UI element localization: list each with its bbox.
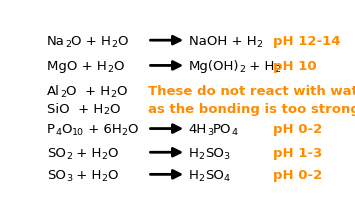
- Text: 2: 2: [256, 39, 262, 48]
- Text: O  + H: O + H: [66, 85, 110, 98]
- Text: 4H: 4H: [189, 122, 207, 135]
- Text: SO: SO: [47, 146, 66, 159]
- Text: + H: + H: [245, 60, 275, 73]
- Text: SO: SO: [205, 146, 224, 159]
- Text: Na: Na: [47, 34, 65, 48]
- Text: H: H: [189, 168, 199, 181]
- Text: O: O: [117, 34, 127, 48]
- Text: 2: 2: [275, 64, 281, 73]
- Text: 4: 4: [232, 127, 238, 136]
- Text: O: O: [116, 85, 127, 98]
- Text: O: O: [61, 122, 72, 135]
- Text: O: O: [107, 146, 118, 159]
- Text: pH 0-2: pH 0-2: [273, 122, 322, 135]
- Text: 2: 2: [107, 64, 113, 73]
- Text: 4: 4: [55, 127, 61, 136]
- Text: pH 12-14: pH 12-14: [273, 34, 340, 48]
- Text: SO: SO: [47, 168, 66, 181]
- Text: 3: 3: [207, 127, 213, 136]
- Text: + H: + H: [72, 168, 102, 181]
- Text: pH 10: pH 10: [273, 60, 316, 73]
- Text: 2: 2: [199, 151, 205, 160]
- Text: O: O: [113, 60, 124, 73]
- Text: 2: 2: [199, 173, 205, 182]
- Text: PO: PO: [213, 122, 232, 135]
- Text: pH 0-2: pH 0-2: [273, 168, 322, 181]
- Text: 2: 2: [60, 90, 66, 99]
- Text: as the bonding is too strong.: as the bonding is too strong.: [148, 102, 355, 115]
- Text: SiO  + H: SiO + H: [47, 102, 103, 115]
- Text: 2: 2: [102, 173, 108, 182]
- Text: 2: 2: [103, 107, 109, 116]
- Text: These do not react with water: These do not react with water: [148, 85, 355, 98]
- Text: 2: 2: [239, 64, 245, 73]
- Text: Al: Al: [47, 85, 60, 98]
- Text: O: O: [109, 102, 120, 115]
- Text: + 6H: + 6H: [84, 122, 121, 135]
- Text: 2: 2: [102, 151, 107, 160]
- Text: 3: 3: [224, 151, 230, 160]
- Text: + H: + H: [72, 146, 102, 159]
- Text: O + H: O + H: [71, 34, 111, 48]
- Text: MgO + H: MgO + H: [47, 60, 107, 73]
- Text: 4: 4: [224, 173, 230, 182]
- Text: Mg(OH): Mg(OH): [189, 60, 239, 73]
- Text: P: P: [47, 122, 55, 135]
- Text: 2: 2: [121, 127, 127, 136]
- Text: 2: 2: [66, 151, 72, 160]
- Text: O: O: [127, 122, 138, 135]
- Text: pH 1-3: pH 1-3: [273, 146, 322, 159]
- Text: 2: 2: [110, 90, 116, 99]
- Text: O: O: [108, 168, 118, 181]
- Text: 2: 2: [111, 39, 117, 48]
- Text: H: H: [189, 146, 199, 159]
- Text: NaOH + H: NaOH + H: [189, 34, 256, 48]
- Text: 3: 3: [66, 173, 72, 182]
- Text: 10: 10: [72, 127, 84, 136]
- Text: SO: SO: [205, 168, 224, 181]
- Text: 2: 2: [65, 39, 71, 48]
